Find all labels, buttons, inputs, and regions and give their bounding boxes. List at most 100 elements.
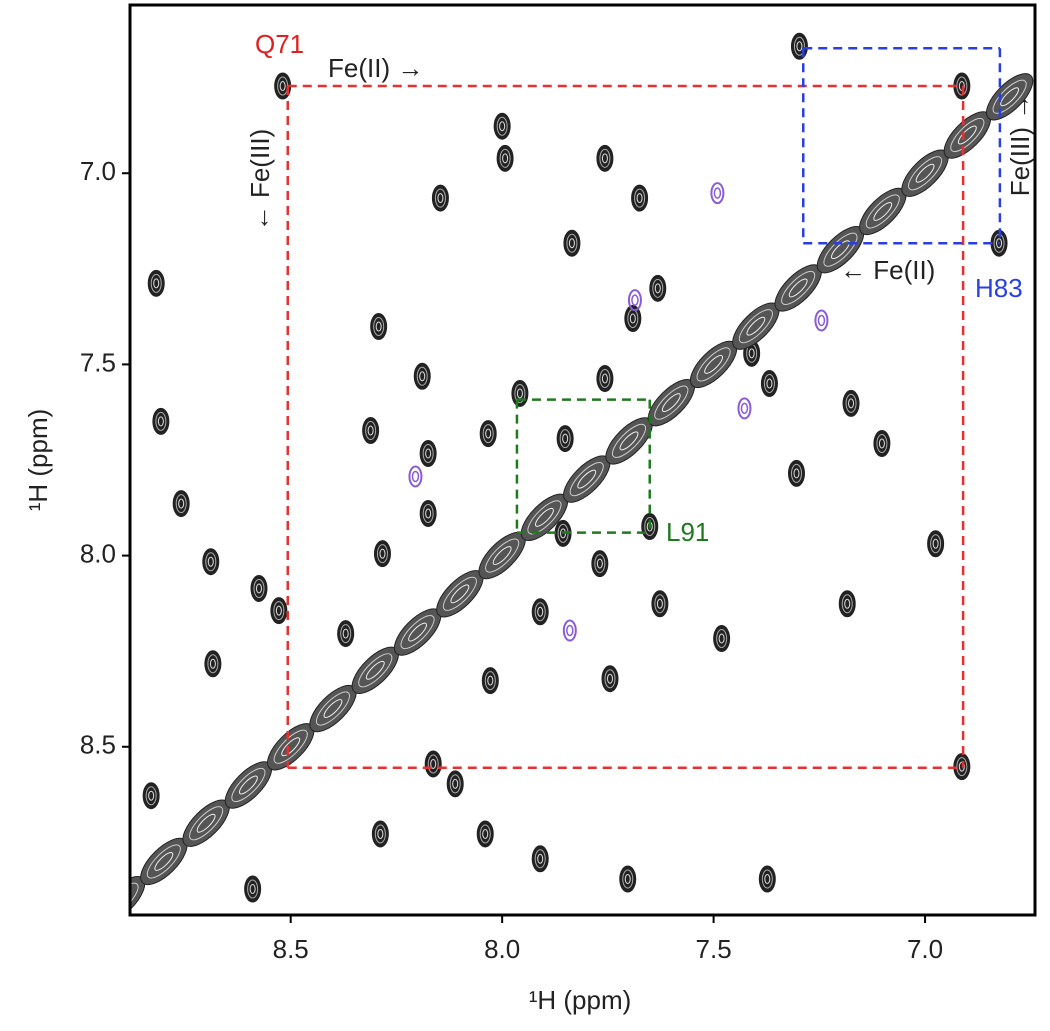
diag-ring bbox=[534, 507, 554, 527]
peak bbox=[270, 597, 288, 625]
diag-ring bbox=[611, 423, 647, 458]
peak-ring bbox=[763, 374, 775, 394]
peak bbox=[481, 667, 499, 695]
x-tick-label: 7.5 bbox=[696, 934, 732, 964]
annotation: Q71 bbox=[255, 29, 304, 59]
peak-ring bbox=[422, 504, 434, 524]
peak-outer bbox=[710, 182, 725, 205]
peak-ring bbox=[207, 654, 219, 674]
diag-ring bbox=[323, 699, 343, 718]
peak bbox=[419, 500, 437, 528]
peak-ring bbox=[654, 283, 661, 294]
peak-ring bbox=[416, 366, 428, 386]
peak bbox=[142, 782, 160, 810]
peak-ring bbox=[516, 388, 523, 399]
peak-ring bbox=[449, 774, 461, 794]
peak-ring bbox=[425, 508, 432, 519]
peak bbox=[651, 590, 669, 618]
diag-ring bbox=[400, 615, 435, 650]
peak-ring bbox=[537, 853, 544, 864]
peak bbox=[172, 490, 190, 518]
peak-ring bbox=[273, 601, 285, 621]
peak bbox=[370, 313, 388, 341]
peak-ring bbox=[624, 874, 631, 885]
peak-ring bbox=[496, 116, 508, 136]
peak-ring bbox=[604, 669, 616, 689]
x-tick-label: 8.0 bbox=[484, 934, 520, 964]
peak-ring bbox=[562, 433, 569, 444]
peak-ring bbox=[452, 778, 459, 789]
annotation: ← Fe(II) bbox=[840, 255, 935, 285]
peak-ring bbox=[631, 294, 639, 306]
peak-ring bbox=[718, 633, 725, 644]
diag-ring bbox=[365, 660, 385, 680]
peak bbox=[649, 274, 667, 302]
peak bbox=[424, 750, 442, 778]
diag-ring bbox=[915, 163, 935, 183]
diag-ring bbox=[992, 79, 1027, 114]
peak-ring bbox=[568, 238, 575, 249]
diag-ring bbox=[569, 462, 604, 497]
peak bbox=[476, 820, 494, 848]
peak-ring bbox=[629, 313, 636, 324]
diag-ring bbox=[661, 393, 681, 413]
peak-ring bbox=[148, 790, 155, 801]
peak-ring bbox=[253, 578, 265, 598]
peak bbox=[446, 770, 464, 798]
peak-ring bbox=[848, 398, 855, 409]
peak bbox=[631, 184, 649, 212]
peak bbox=[927, 530, 945, 558]
peak bbox=[362, 417, 380, 445]
peak bbox=[371, 820, 389, 848]
peak bbox=[202, 548, 220, 576]
peak-ring bbox=[205, 552, 217, 572]
peak bbox=[431, 184, 449, 212]
x-tick-label: 7.0 bbox=[907, 934, 943, 964]
peak-ring bbox=[434, 188, 446, 208]
diag-ring bbox=[238, 775, 258, 795]
peak-ring bbox=[956, 757, 968, 777]
peak-ring bbox=[411, 470, 420, 483]
peak bbox=[140, 837, 188, 886]
diag-ring bbox=[619, 431, 639, 451]
peak-ring bbox=[796, 41, 803, 52]
y-tick-label: 7.5 bbox=[80, 347, 116, 377]
peak bbox=[511, 379, 529, 407]
diag-ring bbox=[485, 538, 520, 573]
diag-ring bbox=[1000, 87, 1020, 107]
peak-ring bbox=[559, 429, 571, 449]
peak bbox=[413, 362, 431, 390]
peak bbox=[986, 73, 1034, 121]
diag-ring bbox=[950, 117, 985, 153]
peak-ring bbox=[761, 869, 773, 889]
peak-ring bbox=[606, 673, 613, 684]
peak bbox=[591, 550, 609, 578]
peak bbox=[493, 112, 511, 140]
peak bbox=[152, 407, 170, 435]
y-tick-label: 8.0 bbox=[80, 538, 116, 568]
peak bbox=[619, 865, 637, 893]
peak bbox=[901, 149, 949, 197]
peak bbox=[309, 684, 357, 733]
peak bbox=[147, 269, 165, 297]
peak-ring bbox=[654, 594, 666, 614]
y-tick-label: 8.5 bbox=[80, 730, 116, 760]
peak-ring bbox=[793, 36, 805, 56]
diag-ring bbox=[746, 316, 766, 336]
peak-ring bbox=[566, 233, 578, 253]
diag-ring bbox=[873, 202, 893, 221]
peak-ring bbox=[247, 879, 259, 899]
peak-ring bbox=[209, 658, 216, 669]
peak bbox=[713, 625, 731, 653]
peak-ring bbox=[374, 824, 386, 844]
peak bbox=[563, 229, 581, 257]
diag-ring bbox=[281, 737, 301, 757]
peak bbox=[605, 417, 653, 465]
peak-ring bbox=[790, 463, 802, 483]
diag-ring bbox=[781, 270, 816, 305]
peak-ring bbox=[996, 238, 1003, 249]
peak bbox=[814, 309, 829, 332]
y-tick-label: 7.0 bbox=[80, 156, 116, 186]
peak bbox=[710, 182, 725, 205]
